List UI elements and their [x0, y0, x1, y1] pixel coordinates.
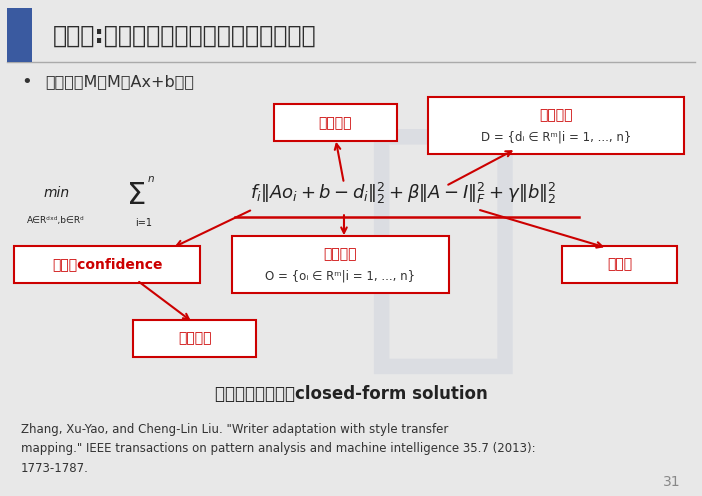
- Text: O = {oᵢ ∈ Rᵐ|i = 1, ..., n}: O = {oᵢ ∈ Rᵐ|i = 1, ..., n}: [265, 270, 416, 283]
- FancyBboxPatch shape: [14, 246, 200, 283]
- Text: 映射终点: 映射终点: [540, 108, 573, 122]
- Text: •: •: [21, 73, 32, 91]
- Text: 正则项: 正则项: [607, 257, 632, 271]
- Text: 映射的confidence: 映射的confidence: [52, 257, 162, 271]
- FancyBboxPatch shape: [232, 236, 449, 293]
- Text: 映射起点: 映射起点: [324, 247, 357, 261]
- Text: 二次规划问题，有closed-form solution: 二次规划问题，有closed-form solution: [215, 385, 487, 403]
- FancyBboxPatch shape: [562, 246, 677, 283]
- Text: Σ: Σ: [127, 182, 147, 210]
- Text: $f_i\|Ao_i + b - d_i\|_2^2 + \beta\|A - I\|_F^2 + \gamma\|b\|_2^2$: $f_i\|Ao_i + b - d_i\|_2^2 + \beta\|A - …: [251, 181, 557, 206]
- FancyBboxPatch shape: [428, 97, 684, 154]
- Text: 如何求解M（M：Ax+b）？: 如何求解M（M：Ax+b）？: [46, 74, 194, 89]
- Text: mapping." IEEE transactions on pattern analysis and machine intelligence 35.7 (2: mapping." IEEE transactions on pattern a…: [21, 442, 536, 455]
- FancyBboxPatch shape: [133, 320, 256, 357]
- Text: D = {dᵢ ∈ Rᵐ|i = 1, ..., n}: D = {dᵢ ∈ Rᵐ|i = 1, ..., n}: [481, 131, 632, 144]
- Text: 31: 31: [663, 475, 681, 489]
- Text: min: min: [43, 186, 69, 200]
- Text: 研究一:基于风格迁移映射的多源迁移学习: 研究一:基于风格迁移映射的多源迁移学习: [53, 24, 317, 48]
- FancyBboxPatch shape: [274, 104, 397, 141]
- Text: n: n: [147, 174, 154, 184]
- FancyBboxPatch shape: [7, 8, 32, 62]
- Text: 映射矩阵: 映射矩阵: [178, 331, 211, 346]
- Text: 交: 交: [359, 113, 526, 383]
- Text: 1773-1787.: 1773-1787.: [21, 462, 89, 475]
- Text: A∈Rᵈˣᵈ,b∈Rᵈ: A∈Rᵈˣᵈ,b∈Rᵈ: [27, 216, 85, 225]
- Text: 映射偏置: 映射偏置: [319, 116, 352, 130]
- Text: i=1: i=1: [135, 218, 152, 228]
- Text: Zhang, Xu-Yao, and Cheng-Lin Liu. "Writer adaptation with style transfer: Zhang, Xu-Yao, and Cheng-Lin Liu. "Write…: [21, 423, 449, 435]
